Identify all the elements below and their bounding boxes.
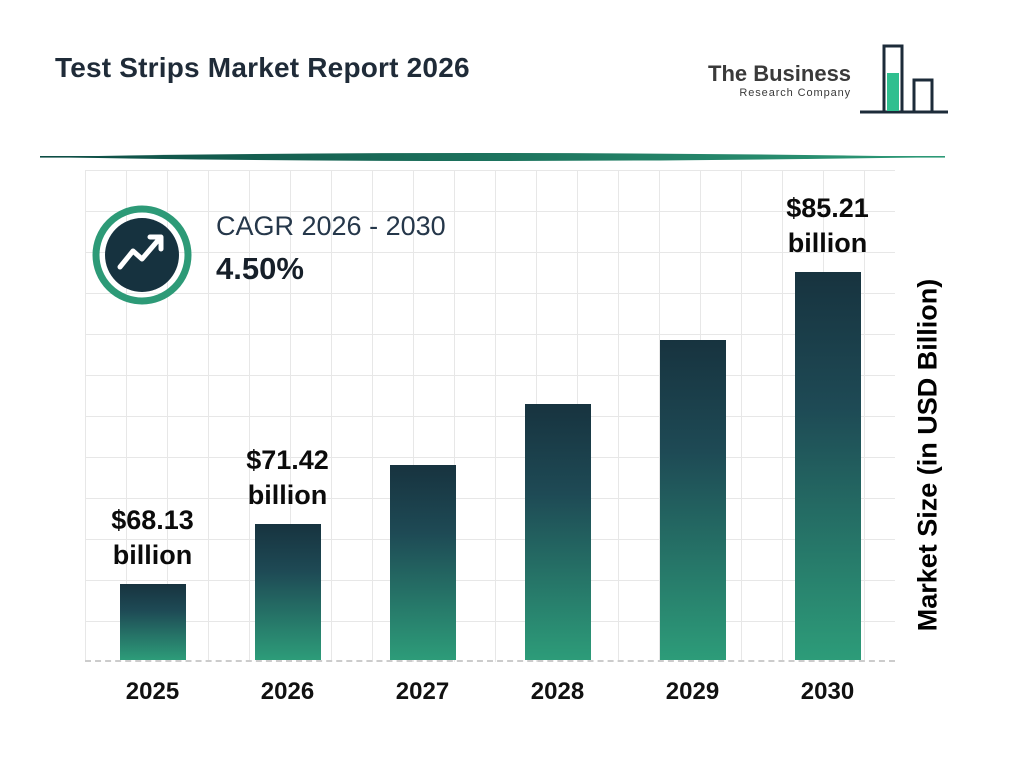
logo-bar-chart-icon (860, 44, 949, 114)
trend-up-icon (92, 205, 192, 305)
x-axis-label-2027: 2027 (395, 678, 450, 705)
bar-value-label-2025: $68.13 billion (111, 504, 194, 571)
bar-2026 (254, 524, 321, 660)
logo-line1: The Business (708, 61, 852, 86)
bar-2030 (794, 272, 861, 660)
header-divider-line (40, 153, 945, 161)
bar-value-label-2030: $85.21 billion (786, 192, 869, 259)
x-axis-label-2028: 2028 (530, 678, 585, 705)
bar-chart-plot-area: $68.13 billion 2025 $71.42 billion 2026 2027 20… (85, 170, 895, 705)
bar-2025 (119, 584, 186, 660)
page-title: Test Strips Market Report 2026 (55, 52, 470, 83)
cagr-callout: CAGR 2026 - 2030 4.50% (90, 203, 446, 307)
cagr-label: CAGR 2026 - 2030 (216, 211, 446, 241)
y-axis-label: Market Size (in USD Billion) (912, 278, 943, 632)
bar-value-label-2026: $71.42 billion (246, 444, 329, 511)
x-axis-label-2030: 2030 (800, 678, 855, 705)
x-axis-label-2026: 2026 (260, 678, 315, 705)
cagr-texts: CAGR 2026 - 2030 4.50% (216, 211, 446, 287)
bar-2027 (389, 465, 456, 660)
cagr-value: 4.50% (216, 251, 304, 286)
logo-line2: Research Company (739, 87, 852, 100)
x-axis-label-2025: 2025 (125, 678, 180, 705)
company-logo-text: The Business Research Company (708, 62, 851, 99)
bar-2029 (659, 340, 726, 660)
bar-2028 (524, 404, 591, 660)
x-axis-label-2029: 2029 (665, 678, 720, 705)
company-logo: The Business Research Company (708, 42, 950, 122)
